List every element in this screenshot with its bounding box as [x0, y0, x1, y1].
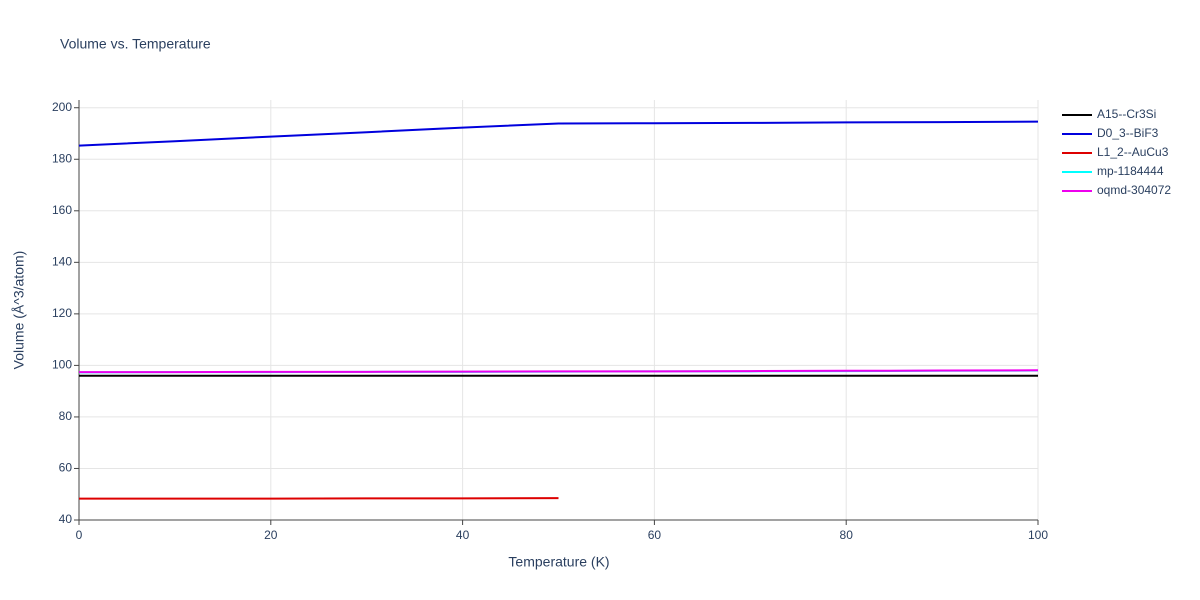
legend-label: oqmd-304072 [1097, 183, 1171, 197]
x-tick-label: 0 [76, 528, 83, 542]
y-tick-label: 160 [52, 203, 72, 217]
line [79, 369, 1039, 374]
line [79, 497, 559, 500]
y-tick-label: 140 [52, 255, 72, 269]
y-tick-label: 120 [52, 306, 72, 320]
x-axis-label: Temperature (K) [508, 554, 609, 570]
x-tick-label: 20 [264, 528, 278, 542]
y-tick-label: 180 [52, 151, 72, 165]
chart-title: Volume vs. Temperature [60, 36, 211, 52]
x-tick-label: 40 [456, 528, 470, 542]
y-tick-label: 100 [52, 358, 72, 372]
line [78, 120, 1039, 147]
y-tick-label: 200 [52, 100, 72, 114]
y-tick-label: 60 [59, 461, 73, 475]
legend-label: A15--Cr3Si [1097, 107, 1156, 121]
legend-label: D0_3--BiF3 [1097, 126, 1159, 140]
legend-label: L1_2--AuCu3 [1097, 145, 1169, 159]
legend-label: mp-1184444 [1097, 164, 1164, 178]
x-tick-label: 100 [1028, 528, 1048, 542]
x-tick-label: 80 [840, 528, 854, 542]
y-tick-label: 40 [59, 512, 73, 526]
y-tick-label: 80 [59, 409, 73, 423]
x-tick-label: 60 [648, 528, 662, 542]
y-axis-label: Volume (Å^3/atom) [11, 251, 27, 370]
